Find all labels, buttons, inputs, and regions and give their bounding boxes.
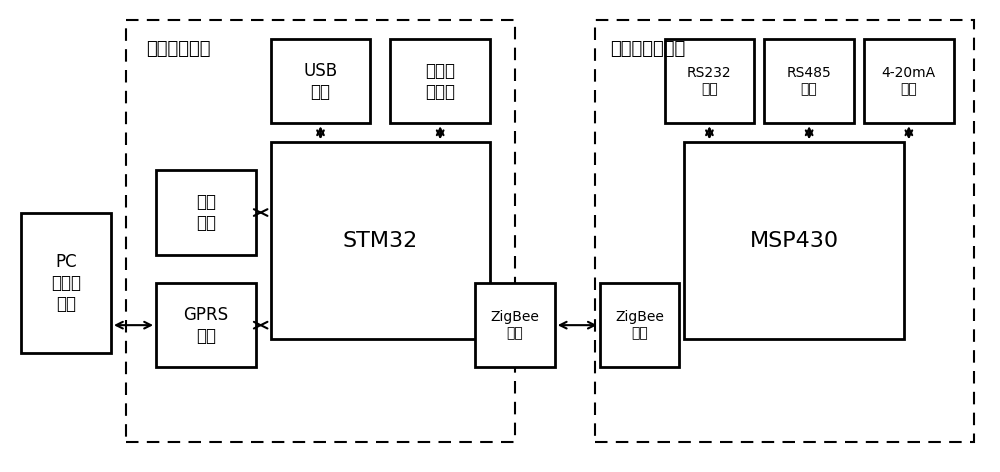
FancyBboxPatch shape (475, 283, 555, 367)
Text: RS232
接口: RS232 接口 (687, 66, 732, 96)
FancyBboxPatch shape (271, 39, 370, 123)
FancyBboxPatch shape (156, 283, 256, 367)
FancyBboxPatch shape (600, 283, 679, 367)
Text: ZigBee
模块: ZigBee 模块 (491, 310, 539, 340)
FancyBboxPatch shape (684, 142, 904, 339)
FancyBboxPatch shape (665, 39, 754, 123)
FancyBboxPatch shape (271, 142, 490, 339)
Text: PC
端控制
中心: PC 端控制 中心 (51, 253, 81, 313)
Text: 存储
模块: 存储 模块 (196, 193, 216, 232)
Text: ZigBee
模块: ZigBee 模块 (615, 310, 664, 340)
Text: USB
接口: USB 接口 (303, 62, 338, 101)
Text: RS485
接口: RS485 接口 (787, 66, 832, 96)
Text: MSP430: MSP430 (750, 231, 839, 251)
Text: GPRS
模块: GPRS 模块 (183, 306, 228, 345)
FancyBboxPatch shape (390, 39, 490, 123)
FancyBboxPatch shape (21, 212, 111, 354)
FancyBboxPatch shape (156, 170, 256, 255)
Text: 无线智能传感器: 无线智能传感器 (610, 40, 685, 58)
Text: 现场预警终端: 现场预警终端 (146, 40, 210, 58)
Text: 4-20mA
接口: 4-20mA 接口 (882, 66, 936, 96)
Text: 人机友
好界面: 人机友 好界面 (425, 62, 455, 101)
FancyBboxPatch shape (864, 39, 954, 123)
Text: STM32: STM32 (343, 231, 418, 251)
FancyBboxPatch shape (764, 39, 854, 123)
